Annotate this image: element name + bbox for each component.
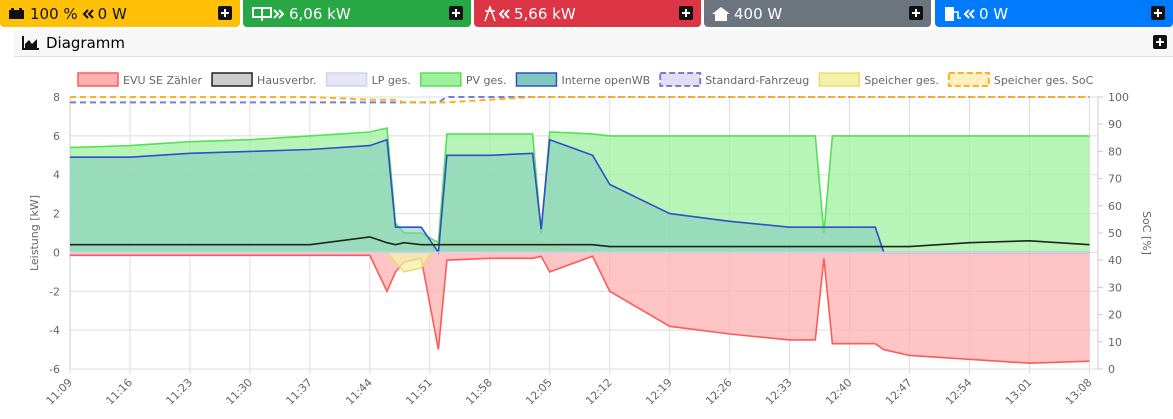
x-tick-label: 12:05 — [523, 376, 555, 408]
y-tick-label: 8 — [53, 91, 60, 104]
expand-button[interactable] — [449, 6, 463, 20]
y2-axis-label: SoC [%] — [1140, 211, 1153, 255]
y2-tick-label: 40 — [1108, 254, 1122, 267]
legend-item: PV ges. — [420, 72, 507, 87]
x-tick-label: 11:23 — [163, 376, 195, 408]
pv-power: 6,06 kW — [289, 4, 351, 23]
x-tick-label: 12:19 — [643, 376, 675, 408]
status-pv[interactable]: 6,06 kW — [243, 0, 471, 27]
y2-tick-label: 60 — [1108, 200, 1122, 213]
expand-button[interactable] — [679, 6, 693, 20]
x-tick-label: 11:51 — [403, 376, 435, 408]
panel-header: Diagramm — [14, 30, 1173, 57]
house-power: 400 W — [734, 4, 783, 23]
y-tick-label: 6 — [53, 130, 60, 143]
y2-tick-label: 50 — [1108, 227, 1122, 240]
status-grid[interactable]: 5,66 kW — [474, 0, 701, 27]
legend-swatch — [947, 72, 990, 87]
expand-button[interactable] — [218, 6, 232, 20]
legend-item: LP ges. — [325, 72, 411, 87]
y2-tick-label: 80 — [1108, 145, 1122, 158]
grid-icon — [484, 5, 496, 21]
y-tick-label: -2 — [49, 285, 60, 298]
legend-item: Speicher ges. SoC — [947, 72, 1094, 87]
series-line — [70, 236, 1090, 248]
x-tick-label: 11:16 — [103, 376, 135, 408]
legend-label: Interne openWB — [561, 74, 650, 87]
legend-swatch — [659, 72, 702, 87]
legend-label: PV ges. — [466, 74, 507, 87]
x-tick-label: 12:54 — [943, 376, 975, 408]
expand-button[interactable] — [909, 6, 923, 20]
battery-icon — [9, 7, 24, 19]
legend-item: Hausverbr. — [211, 72, 317, 87]
x-tick-label: 11:44 — [343, 376, 375, 408]
legend-item: Interne openWB — [515, 72, 650, 87]
x-tick-label: 13:08 — [1063, 376, 1095, 408]
y2-tick-label: 70 — [1108, 173, 1122, 186]
y2-tick-label: 10 — [1108, 336, 1122, 349]
y2-tick-label: 90 — [1108, 118, 1122, 131]
grid-power: 5,66 kW — [514, 4, 576, 23]
y-axis-label: Leistung [kW] — [28, 195, 41, 271]
expand-button[interactable] — [1151, 6, 1165, 20]
legend-label: Standard-Fahrzeug — [705, 74, 809, 87]
legend-label: Hausverbr. — [257, 74, 317, 87]
chevrons — [82, 8, 94, 19]
pv-icon — [252, 6, 272, 21]
y-tick-label: 4 — [53, 169, 60, 182]
status-battery[interactable]: 100 % 0 W — [0, 0, 240, 27]
series-area — [70, 139, 1090, 253]
x-tick-label: 12:40 — [823, 376, 855, 408]
x-tick-label: 11:30 — [223, 376, 255, 408]
series-line — [70, 254, 1090, 365]
x-tick-label: 11:09 — [44, 376, 76, 408]
legend-swatch — [420, 72, 462, 87]
y-tick-label: 2 — [53, 208, 60, 221]
house-icon — [712, 6, 730, 21]
y2-tick-label: 100 — [1108, 91, 1129, 104]
legend-label: LP ges. — [372, 74, 411, 87]
status-charger[interactable]: 0 W — [935, 0, 1173, 27]
status-house[interactable]: 400 W — [704, 0, 931, 27]
y-tick-label: 0 — [53, 246, 60, 259]
legend-swatch — [515, 72, 558, 87]
x-tick-label: 11:37 — [283, 376, 315, 408]
series-area — [70, 252, 1090, 364]
legend-swatch — [818, 72, 861, 87]
legend-label: Speicher ges. — [864, 74, 939, 87]
x-tick-label: 12:12 — [583, 376, 615, 408]
battery-power: 0 W — [97, 4, 127, 23]
y2-tick-label: 20 — [1108, 309, 1122, 322]
legend-swatch — [325, 72, 368, 87]
charger-icon — [945, 6, 961, 21]
x-tick-label: 13:01 — [1003, 376, 1035, 408]
chart-icon — [22, 36, 39, 50]
x-tick-label: 12:26 — [703, 376, 735, 408]
chevrons — [273, 8, 285, 19]
collapse-button[interactable] — [1153, 35, 1167, 49]
legend-label: Speicher ges. SoC — [994, 74, 1094, 87]
chevrons — [498, 8, 510, 19]
legend-item: EVU SE Zähler — [77, 72, 203, 87]
legend-label: EVU SE Zähler — [123, 74, 203, 87]
legend-item: Standard-Fahrzeug — [659, 72, 809, 87]
y-tick-label: -6 — [49, 363, 60, 376]
panel-title: Diagramm — [46, 34, 126, 52]
legend-swatch — [77, 72, 119, 87]
battery-soc: 100 % — [30, 4, 78, 23]
series-line — [70, 138, 1090, 255]
x-tick-label: 11:58 — [463, 376, 495, 408]
x-tick-label: 12:47 — [883, 376, 915, 408]
legend-swatch — [211, 72, 253, 87]
y2-tick-label: 0 — [1108, 363, 1115, 376]
y2-tick-label: 30 — [1108, 281, 1122, 294]
x-tick-label: 12:33 — [763, 376, 795, 408]
charger-power: 0 W — [979, 4, 1009, 23]
chevrons — [963, 8, 975, 19]
legend-item: Speicher ges. — [818, 72, 939, 87]
y-tick-label: -4 — [49, 324, 60, 337]
